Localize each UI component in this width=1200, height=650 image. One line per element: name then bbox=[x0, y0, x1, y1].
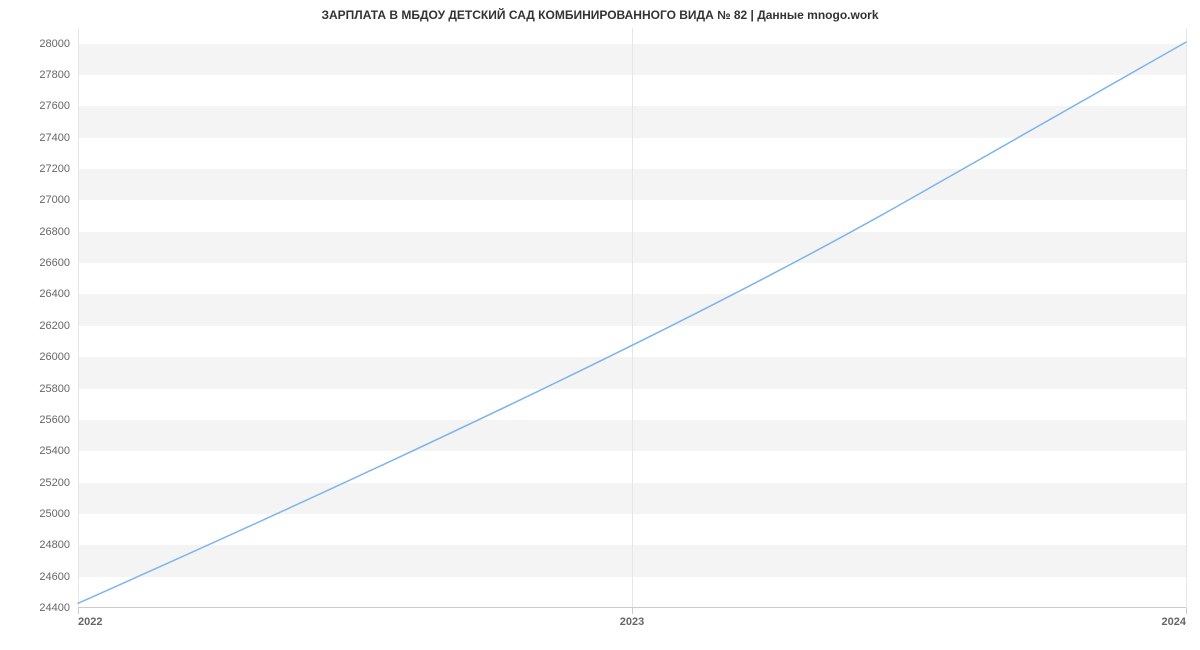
y-tick-label: 27400 bbox=[39, 132, 78, 144]
y-tick-label: 25200 bbox=[39, 477, 78, 489]
y-tick-label: 28000 bbox=[39, 38, 78, 50]
y-tick-label: 25600 bbox=[39, 414, 78, 426]
y-tick-label: 27800 bbox=[39, 69, 78, 81]
salary-chart: ЗАРПЛАТА В МБДОУ ДЕТСКИЙ САД КОМБИНИРОВА… bbox=[0, 0, 1200, 650]
y-tick-label: 27000 bbox=[39, 194, 78, 206]
y-tick-label: 26800 bbox=[39, 226, 78, 238]
y-tick-label: 24600 bbox=[39, 571, 78, 583]
x-tick-label: 2024 bbox=[1162, 608, 1186, 628]
y-tick-label: 26200 bbox=[39, 320, 78, 332]
plot-area: 2440024600248002500025200254002560025800… bbox=[78, 28, 1186, 608]
y-tick-label: 26400 bbox=[39, 288, 78, 300]
line-layer bbox=[78, 28, 1186, 608]
chart-title: ЗАРПЛАТА В МБДОУ ДЕТСКИЙ САД КОМБИНИРОВА… bbox=[0, 0, 1200, 22]
x-tick-label: 2022 bbox=[78, 608, 102, 628]
y-tick-label: 24400 bbox=[39, 602, 78, 614]
y-tick-label: 27600 bbox=[39, 100, 78, 112]
series-line bbox=[78, 42, 1186, 603]
y-tick-label: 26600 bbox=[39, 257, 78, 269]
y-tick-label: 25800 bbox=[39, 383, 78, 395]
y-tick-label: 24800 bbox=[39, 539, 78, 551]
y-tick-label: 26000 bbox=[39, 351, 78, 363]
x-grid-line bbox=[1186, 28, 1187, 608]
y-tick-label: 25400 bbox=[39, 445, 78, 457]
x-tick-label: 2023 bbox=[620, 608, 644, 628]
y-tick-label: 27200 bbox=[39, 163, 78, 175]
y-tick-label: 25000 bbox=[39, 508, 78, 520]
x-tick-mark bbox=[1186, 608, 1187, 614]
